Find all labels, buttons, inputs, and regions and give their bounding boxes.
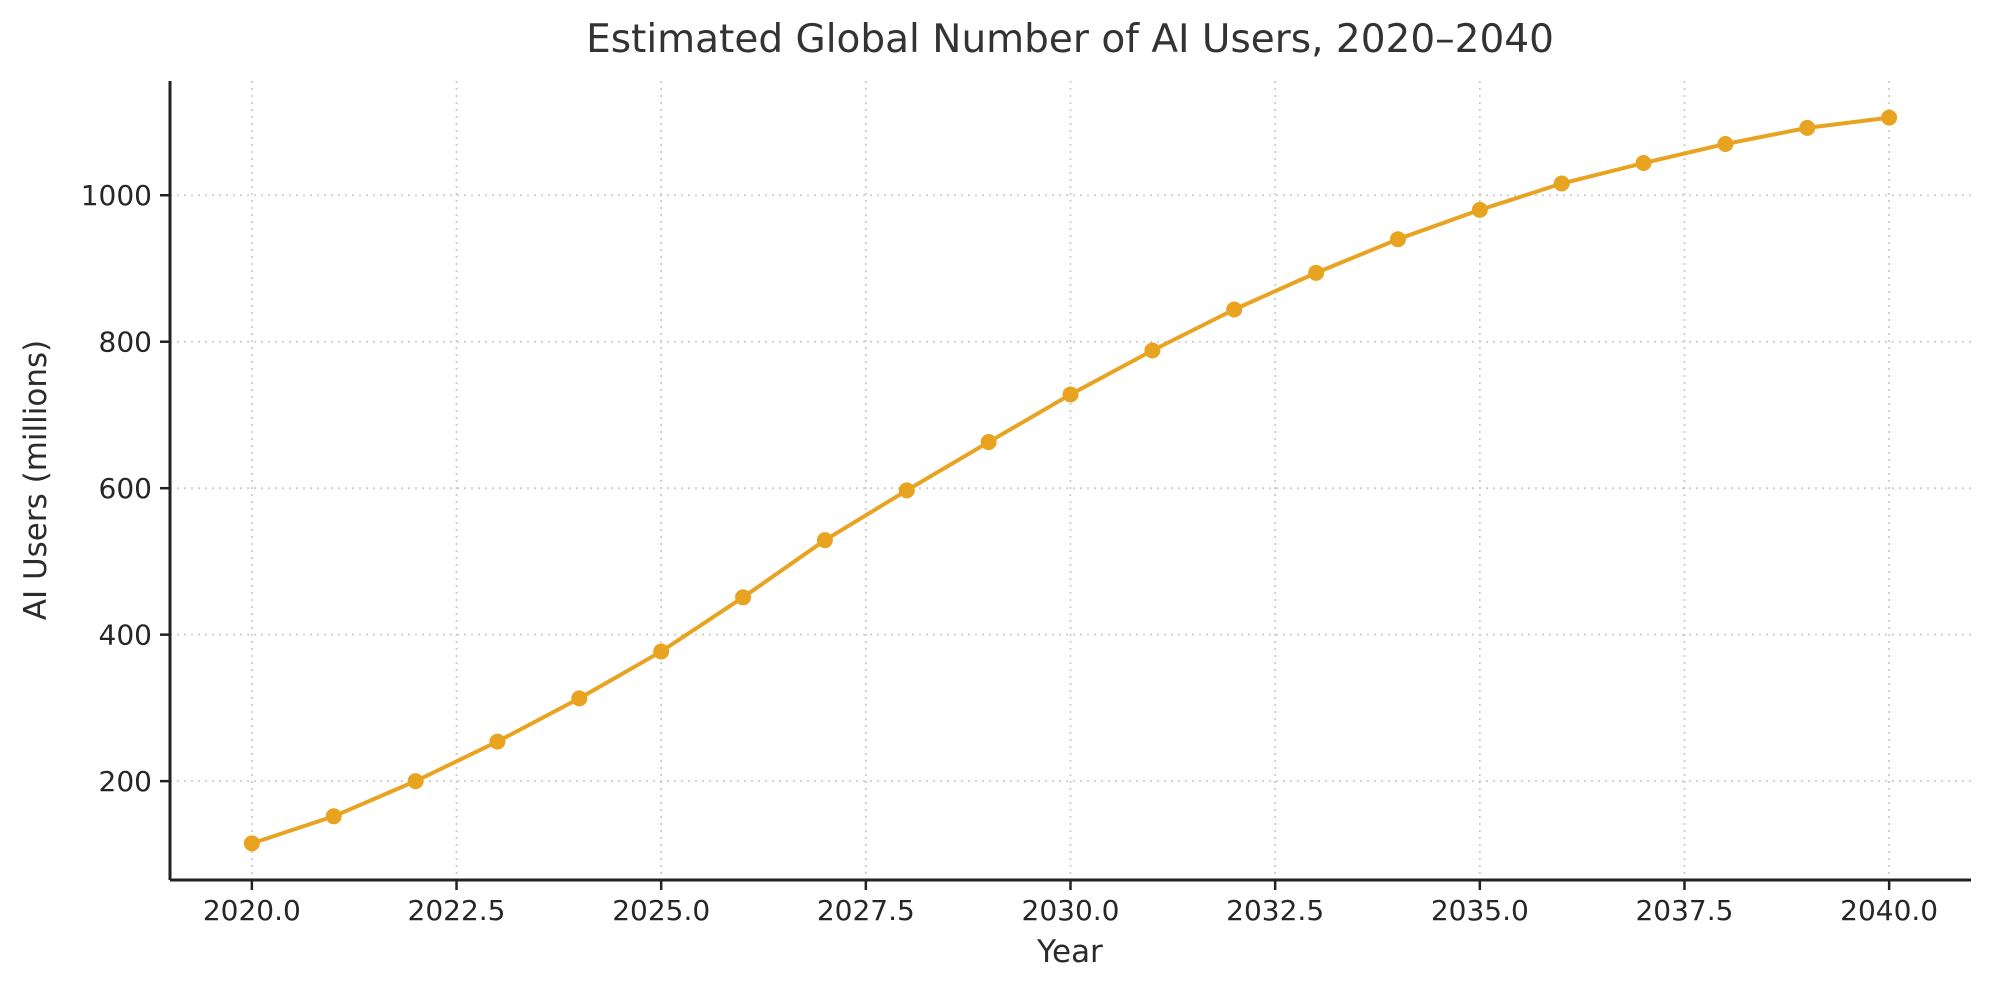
data-point-marker [1635,155,1652,172]
axes [160,81,1971,890]
y-tick-label: 600 [99,472,152,505]
data-point-marker [1389,231,1406,248]
y-tick-label: 800 [99,326,152,359]
data-point-marker [1308,264,1325,281]
data-point-marker [1553,175,1570,192]
y-tick-label: 200 [99,765,152,798]
data-point-marker [325,808,342,825]
data-point-marker [1144,342,1161,359]
data-point-marker [407,773,424,790]
data-point-marker [1799,119,1816,136]
x-tick-label: 2037.5 [1635,894,1733,927]
data-point-marker [816,532,833,549]
x-tick-label: 2027.5 [817,894,915,927]
data-point-marker [898,482,915,499]
x-tick-label: 2022.5 [408,894,506,927]
y-axis-title: AI Users (millions) [18,340,54,620]
data-point-marker [243,835,260,852]
x-tick-label: 2025.0 [612,894,710,927]
data-series [243,109,1898,852]
data-point-marker [1471,201,1488,218]
y-tick-label: 1000 [81,179,152,212]
data-point-marker [980,434,997,451]
x-tick-label: 2030.0 [1022,894,1120,927]
data-point-marker [735,589,752,606]
y-tick-label: 400 [99,619,152,652]
gridlines [170,81,1971,880]
data-point-marker [653,643,670,660]
x-tick-label: 2032.5 [1226,894,1324,927]
data-point-marker [1881,109,1898,126]
x-tick-label: 2040.0 [1840,894,1938,927]
x-tick-label: 2035.0 [1431,894,1529,927]
data-point-marker [1062,386,1079,403]
data-point-marker [571,690,588,707]
data-point-marker [1226,301,1243,318]
data-point-marker [489,733,506,750]
x-tick-label: 2020.0 [203,894,301,927]
data-point-marker [1717,135,1734,152]
x-axis-title: Year [1036,934,1103,970]
tick-labels: 2020.0 2022.5 2025.0 2027.5 2030.0 2032.5 2035… [81,179,1938,927]
chart-title: Estimated Global Number of AI Users, 202… [586,17,1554,62]
